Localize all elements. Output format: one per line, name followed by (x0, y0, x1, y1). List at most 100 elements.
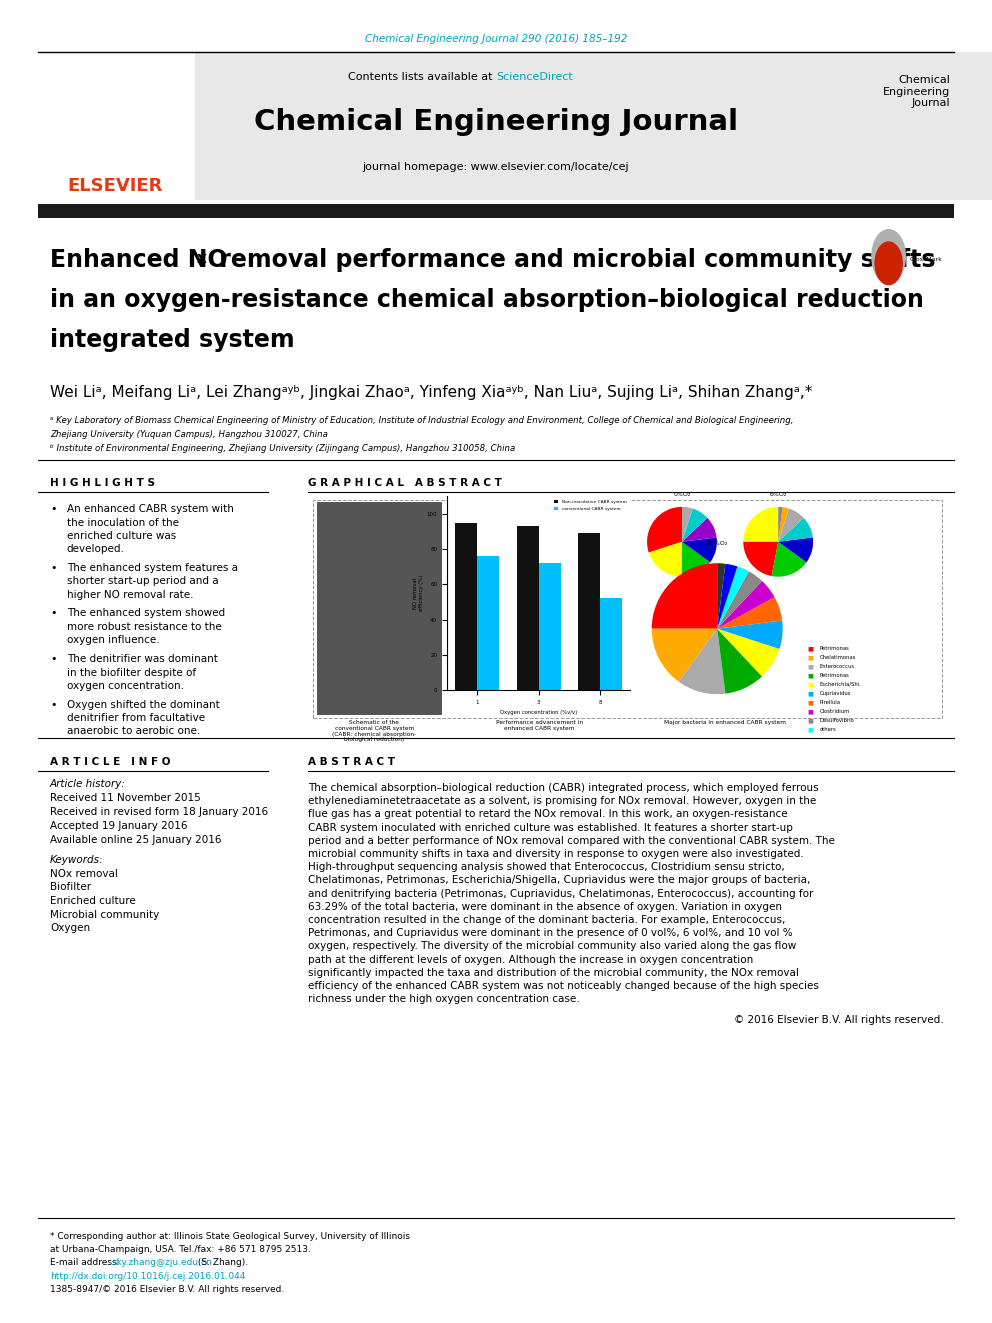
Text: 63.29% of the total bacteria, were dominant in the absence of oxygen. Variation : 63.29% of the total bacteria, were domin… (308, 902, 782, 912)
Wedge shape (682, 508, 707, 542)
Text: Petrimonas, and Cupriavidus were dominant in the presence of 0 vol%, 6 vol%, and: Petrimonas, and Cupriavidus were dominan… (308, 929, 793, 938)
Wedge shape (717, 628, 762, 693)
Text: oxygen, respectively. The diversity of the microbial community also varied along: oxygen, respectively. The diversity of t… (308, 942, 797, 951)
FancyBboxPatch shape (316, 501, 440, 714)
Wedge shape (652, 628, 717, 681)
Wedge shape (649, 542, 682, 577)
Text: Schematic of the
conventional CABR system
(CABR: chemical absorption-
biological: Schematic of the conventional CABR syste… (332, 720, 417, 742)
Text: Petrimonas: Petrimonas (819, 646, 850, 651)
Text: ■: ■ (806, 691, 812, 696)
Text: Petrimonas: Petrimonas (819, 673, 850, 677)
Text: efficiency of the enhanced CABR system was not noticeably changed because of the: efficiency of the enhanced CABR system w… (308, 980, 818, 991)
Text: G R A P H I C A L   A B S T R A C T: G R A P H I C A L A B S T R A C T (308, 478, 502, 488)
FancyBboxPatch shape (312, 500, 942, 718)
Text: Oxygen: Oxygen (50, 923, 90, 933)
Y-axis label: NO removal
efficiency (%): NO removal efficiency (%) (413, 576, 424, 611)
Wedge shape (717, 628, 780, 676)
Wedge shape (717, 620, 783, 648)
Wedge shape (717, 572, 762, 628)
Text: •: • (50, 564, 57, 573)
Text: High-throughput sequencing analysis showed that Enterococcus, Clostridium sensu : High-throughput sequencing analysis show… (308, 863, 785, 872)
Text: The chemical absorption–biological reduction (CABR) integrated process, which em: The chemical absorption–biological reduc… (308, 783, 818, 792)
Text: period and a better performance of NOx removal compared with the conventional CA: period and a better performance of NOx r… (308, 836, 835, 845)
Wedge shape (772, 542, 806, 577)
Legend: Non-inoculative CABR system, conventional CABR system: Non-inoculative CABR system, conventiona… (552, 499, 628, 512)
Text: CABR system inoculated with enriched culture was established. It features a shor: CABR system inoculated with enriched cul… (308, 823, 793, 832)
Text: x: x (196, 250, 206, 266)
Text: Chemical Engineering Journal: Chemical Engineering Journal (254, 108, 738, 136)
Text: Enterococcus: Enterococcus (819, 664, 855, 669)
Wedge shape (679, 628, 725, 695)
Bar (539, 564, 560, 691)
Text: microbial community shifts in taxa and diversity in response to oxygen were also: microbial community shifts in taxa and d… (308, 849, 804, 859)
Text: ScienceDirect: ScienceDirect (496, 71, 572, 82)
Text: at Urbana-Champaign, USA. Tel./fax: +86 571 8795 2513.: at Urbana-Champaign, USA. Tel./fax: +86 … (50, 1245, 310, 1254)
Text: •: • (50, 700, 57, 709)
Wedge shape (717, 564, 725, 628)
Text: ethylenediaminetetraacetate as a solvent, is promising for NOx removal. However,: ethylenediaminetetraacetate as a solvent… (308, 796, 816, 806)
Text: Enhanced NO: Enhanced NO (50, 247, 227, 273)
Text: ■: ■ (806, 655, 812, 660)
Text: Wei Liᵃ, Meifang Liᵃ, Lei Zhangᵃʸᵇ, Jingkai Zhaoᵃ, Yinfeng Xiaᵃʸᵇ, Nan Liuᵃ, Suj: Wei Liᵃ, Meifang Liᵃ, Lei Zhangᵃʸᵇ, Jing… (50, 385, 812, 400)
Text: The enhanced system features a: The enhanced system features a (66, 564, 238, 573)
Text: Desulfovibrio: Desulfovibrio (819, 718, 855, 722)
Wedge shape (778, 507, 783, 542)
Text: Pirellula: Pirellula (819, 700, 841, 705)
Text: Enriched culture: Enriched culture (50, 896, 136, 906)
Text: The denitrifier was dominant: The denitrifier was dominant (66, 654, 217, 664)
Text: and denitrifying bacteria (Petrimonas, Cupriavidus, Chelatimonas, Enterococcus),: and denitrifying bacteria (Petrimonas, C… (308, 889, 813, 898)
Text: Microbial community: Microbial community (50, 909, 160, 919)
Text: Chelatimonas, Petrimonas, Escherichia/Shigella, Cupriavidus were the major group: Chelatimonas, Petrimonas, Escherichia/Sh… (308, 876, 810, 885)
Text: © 2016 Elsevier B.V. All rights reserved.: © 2016 Elsevier B.V. All rights reserved… (734, 1015, 944, 1025)
Text: Received 11 November 2015: Received 11 November 2015 (50, 792, 200, 803)
Text: ■: ■ (806, 673, 812, 677)
Text: richness under the high oxygen concentration case.: richness under the high oxygen concentra… (308, 994, 579, 1004)
Bar (477, 556, 499, 691)
Text: in an oxygen-resistance chemical absorption–biological reduction: in an oxygen-resistance chemical absorpt… (50, 288, 924, 312)
X-axis label: Oxygen concentration (%v/v): Oxygen concentration (%v/v) (500, 710, 577, 716)
Text: oxygen influence.: oxygen influence. (66, 635, 160, 646)
Bar (517, 527, 539, 691)
Text: Contents lists available at: Contents lists available at (348, 71, 496, 82)
Bar (578, 533, 600, 691)
Text: ■: ■ (806, 700, 812, 705)
Text: CrossMark: CrossMark (910, 257, 942, 262)
Text: H I G H L I G H T S: H I G H L I G H T S (50, 478, 155, 488)
Wedge shape (717, 566, 749, 628)
Text: flue gas has a great potential to retard the NOx removal. In this work, an oxyge: flue gas has a great potential to retard… (308, 810, 788, 819)
Text: ■: ■ (806, 681, 812, 687)
Text: An enhanced CABR system with: An enhanced CABR system with (66, 504, 234, 515)
Text: Cupriavidus: Cupriavidus (819, 691, 851, 696)
FancyBboxPatch shape (38, 204, 954, 218)
Text: ■: ■ (806, 646, 812, 651)
Text: •: • (50, 504, 57, 515)
Text: Keywords:: Keywords: (50, 855, 103, 865)
Text: •: • (50, 654, 57, 664)
Ellipse shape (872, 230, 906, 283)
Text: ■: ■ (806, 664, 812, 669)
Text: Received in revised form 18 January 2016: Received in revised form 18 January 2016 (50, 807, 268, 818)
Text: more robust resistance to the: more robust resistance to the (66, 622, 221, 632)
Text: •: • (50, 609, 57, 618)
Wedge shape (743, 542, 778, 576)
Title: 10%O₂: 10%O₂ (706, 541, 728, 546)
Text: the inoculation of the: the inoculation of the (66, 517, 179, 528)
Text: developed.: developed. (66, 545, 125, 554)
Text: oxygen concentration.: oxygen concentration. (66, 681, 184, 691)
Wedge shape (717, 564, 737, 628)
Text: journal homepage: www.elsevier.com/locate/cej: journal homepage: www.elsevier.com/locat… (363, 161, 629, 172)
Text: Article history:: Article history: (50, 779, 126, 789)
Text: A B S T R A C T: A B S T R A C T (308, 757, 395, 767)
Text: ■: ■ (806, 718, 812, 722)
Text: E-mail address:: E-mail address: (50, 1258, 122, 1267)
Bar (455, 523, 477, 691)
Text: Performance advancement in
enhanced CABR system: Performance advancement in enhanced CABR… (496, 720, 582, 730)
Text: Chemical Engineering Journal 290 (2016) 185–192: Chemical Engineering Journal 290 (2016) … (365, 34, 627, 44)
Text: Major bacteria in enhanced CABR system: Major bacteria in enhanced CABR system (664, 720, 786, 725)
Wedge shape (717, 597, 782, 628)
Text: NOx removal: NOx removal (50, 869, 118, 878)
Title: 0%O₂: 0%O₂ (674, 492, 690, 497)
Text: ■: ■ (806, 709, 812, 714)
Text: path at the different levels of oxygen. Although the increase in oxygen concentr: path at the different levels of oxygen. … (308, 955, 753, 964)
Bar (600, 598, 622, 691)
